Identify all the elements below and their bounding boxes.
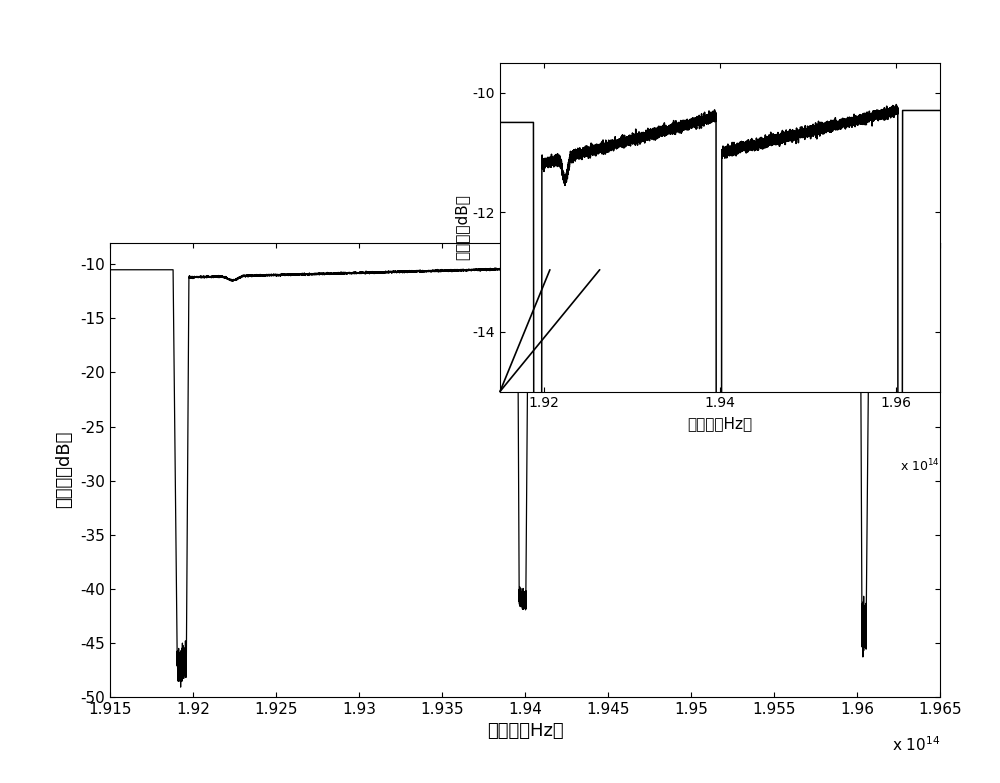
Y-axis label: 透过率（dB）: 透过率（dB） [455,194,470,260]
X-axis label: 光频率（Hz）: 光频率（Hz） [687,416,753,431]
Text: x 10$^{14}$: x 10$^{14}$ [892,735,940,754]
X-axis label: 光频率（Hz）: 光频率（Hz） [487,722,563,740]
Y-axis label: 透过率（dB）: 透过率（dB） [55,431,73,508]
Text: x 10$^{14}$: x 10$^{14}$ [900,457,940,474]
